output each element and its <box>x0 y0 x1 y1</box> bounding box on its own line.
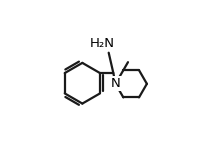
Text: H₂N: H₂N <box>90 37 115 50</box>
Text: N: N <box>111 77 121 90</box>
